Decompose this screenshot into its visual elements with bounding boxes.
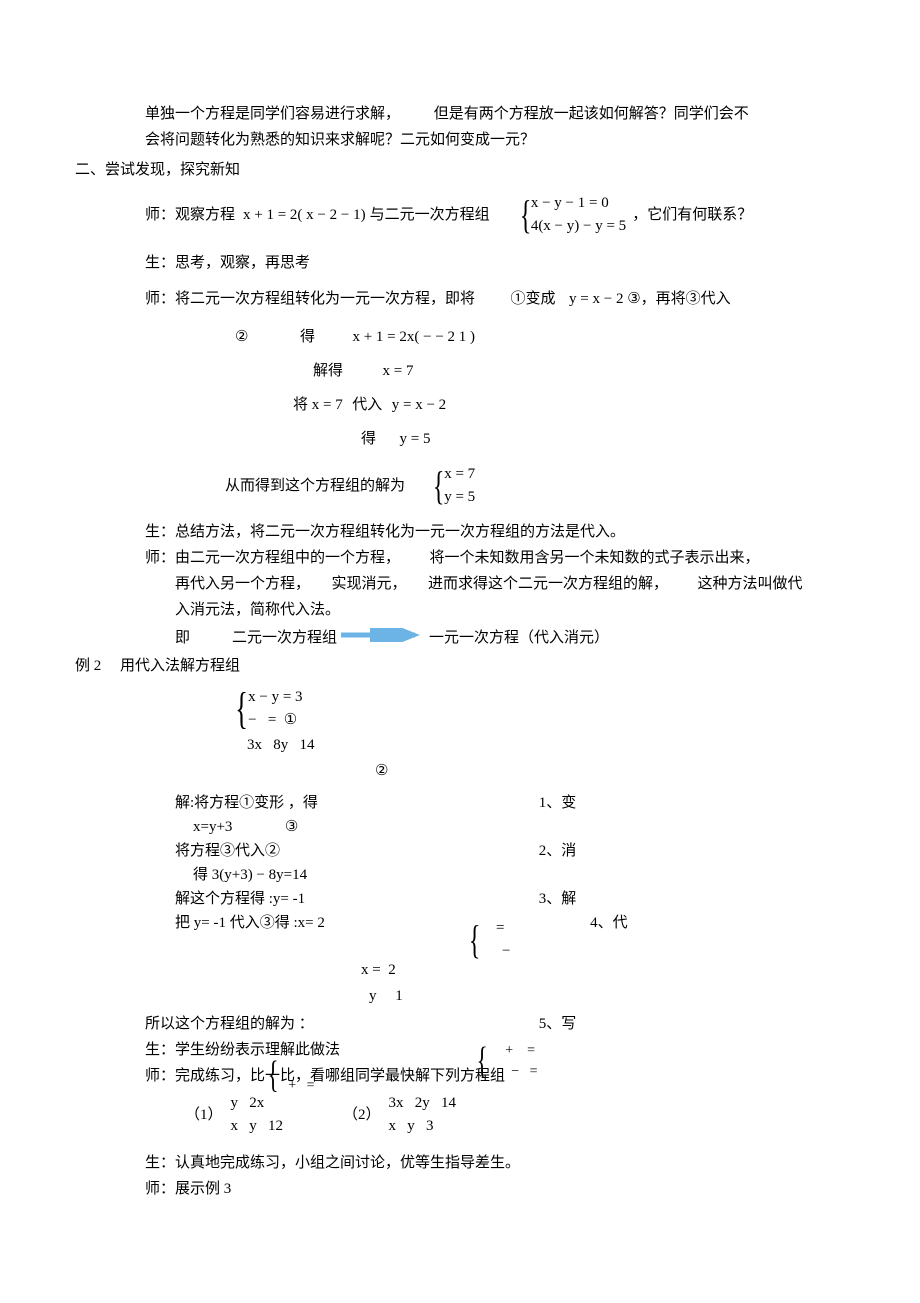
section-2-title: 二、尝试发现，探究新知 — [75, 158, 845, 182]
step2-b: x = 7 — [383, 363, 414, 379]
ex2-r3-l: 得 3(y+3) − 8y=14 — [175, 863, 535, 887]
step1-b: 得 — [300, 329, 315, 345]
closing-student: 生：认真地完成练习，小组之间讨论，优等生指导差生。 — [145, 1151, 845, 1175]
left-brace-icon: { — [235, 687, 248, 731]
p2-overA: + = — [487, 1040, 537, 1061]
p2-bot: x y 3 — [389, 1115, 457, 1138]
p1-over2: + = — [278, 1075, 314, 1096]
ex2-r4-r: 3、解 — [539, 887, 577, 911]
p1-bot: x y 12 — [231, 1115, 284, 1138]
step3-a: 将 — [293, 397, 308, 413]
closing-teacher: 师：展示例 3 — [145, 1177, 845, 1201]
sys-top: x − y − 1 = 0 — [531, 192, 626, 215]
ex2-r5-l: 把 y= -1 代入③得 :x= 2 — [175, 911, 455, 935]
ex2-conclude: 所以这个方程组的解为 ： — [145, 1012, 535, 1036]
res-top: x = 7 — [444, 463, 475, 486]
sum-t2b: 实现消元， — [332, 576, 407, 592]
ex2-title: 例 2 用代入法解方程组 — [75, 654, 845, 678]
intro-line2: 会将问题转化为熟悉的知识来求解呢？二元如何变成一元？ — [145, 128, 845, 152]
summarize-student: 生：总结方法，将二元一次方程组转化为一元一次方程组的方法是代入。 — [145, 520, 845, 544]
ex2-r0-l: 解:将方程①变形 ，得 — [175, 791, 535, 815]
intro-1b: 但是有两个方程放一起该如何解答？同学们会不 — [434, 106, 749, 122]
ex2-sol-mid: − — [480, 940, 510, 963]
observe-suffix: ，它们有何联系？ — [632, 203, 752, 227]
observe-system: { x − y − 1 = 0 4(x − y) − y = 5 — [516, 192, 627, 237]
sum-t1b: 将一个未知数用含另一个未知数的式子表示出来， — [430, 550, 760, 566]
arrow-icon — [341, 626, 425, 650]
step1-c: x + 1 = 2x( − − 2 1 ) — [352, 329, 475, 345]
practice-2: （2） 3x 2y 14 x y 3 — [343, 1092, 456, 1137]
observe-eq1: x + 1 = 2( x − 2 − 1) — [243, 203, 366, 227]
intro-1a: 单独一个方程是同学们容易进行求解， — [145, 106, 400, 122]
p1-label: （1） — [185, 1103, 223, 1127]
ex2-conclude-r: 5、写 — [539, 1012, 577, 1036]
step3-c: 代入 — [352, 397, 382, 413]
ex2-sol-r2: y 1 — [369, 984, 845, 1008]
ex2-r2-l: 将方程③代入② — [175, 839, 535, 863]
res-bot: y = 5 — [444, 486, 475, 509]
practice-brace-left: { + = + = — [264, 1054, 315, 1096]
sum-t2: 再代入另一个方程， — [175, 576, 310, 592]
flow-b: 二元一次方程组 — [232, 626, 337, 650]
intro-line1: 单独一个方程是同学们容易进行求解， 但是有两个方程放一起该如何解答？同学们会不 — [145, 102, 845, 126]
ex2-r2-r: 2、消 — [539, 839, 577, 863]
flow-c: 一元一次方程（代入消元） — [429, 626, 609, 650]
sum-t1: 师：由二元一次方程组中的一个方程， — [145, 550, 400, 566]
p2-top: 3x 2y 14 — [389, 1092, 457, 1115]
p2-label: （2） — [343, 1103, 381, 1127]
tt-a: 师：将二元一次方程组转化为一元一次方程，即将 — [145, 291, 475, 307]
ex2-sol-brace: { = − — [465, 917, 511, 962]
left-brace-icon: { — [519, 195, 531, 235]
ex2-sys-mid: − = ① — [248, 709, 302, 732]
step3-d: y = x − 2 — [392, 397, 446, 413]
left-brace-icon: { — [268, 1056, 279, 1094]
sum-t3: 入消元法，简称代入法。 — [175, 598, 845, 622]
sum-t2d: 这种方法叫做代 — [698, 576, 803, 592]
left-brace-icon: { — [433, 466, 445, 506]
flow-a: 即 — [175, 626, 190, 650]
observe-prefix: 师：观察方程 — [145, 203, 235, 227]
ex2-sol-r1: x = 2 — [361, 958, 845, 982]
observe-mid: 与二元一次方程组 — [370, 203, 490, 227]
ex2-r5-r: 4、代 — [590, 911, 628, 935]
step4-a: 得 — [361, 431, 376, 447]
left-brace-icon: { — [469, 920, 481, 960]
step1-a: ② — [235, 329, 248, 345]
ex2-sol-top: = — [480, 917, 510, 940]
reaction-teacher: 师：完成练习，比一比，看哪组同学最快解下列方程组 — [145, 1068, 505, 1084]
sys-bot: 4(x − y) − y = 5 — [531, 215, 626, 238]
step3-b: x = 7 — [312, 397, 343, 413]
result-label: 从而得到这个方程组的解为 — [225, 474, 405, 498]
student-think: 生：思考，观察，再思考 — [145, 251, 845, 275]
ex2-system: { x − y = 3 − = ① — [231, 686, 303, 731]
ex2-sys-r4: ② — [375, 759, 845, 783]
ex2-r4-l: 解这个方程得 :y= -1 — [175, 887, 535, 911]
ex2-r1-l: x=y+3 ③ — [175, 815, 535, 839]
tt-b: ①变成 — [511, 291, 556, 307]
result-system: { x = 7 y = 5 — [429, 463, 475, 508]
ex2-r0-r: 1、变 — [539, 791, 577, 815]
step2-a: 解得 — [313, 363, 343, 379]
tt-c: y = x − 2 ③，再将③代入 — [569, 291, 731, 307]
practice-1: （1） y 2x x y 12 — [185, 1092, 283, 1137]
sum-t2c: 进而求得这个二元一次方程组的解， — [428, 576, 668, 592]
ex2-sys-r3: 3x 8y 14 — [247, 733, 845, 757]
step4-b: y = 5 — [400, 431, 431, 447]
ex2-sys-top: x − y = 3 — [248, 686, 302, 709]
